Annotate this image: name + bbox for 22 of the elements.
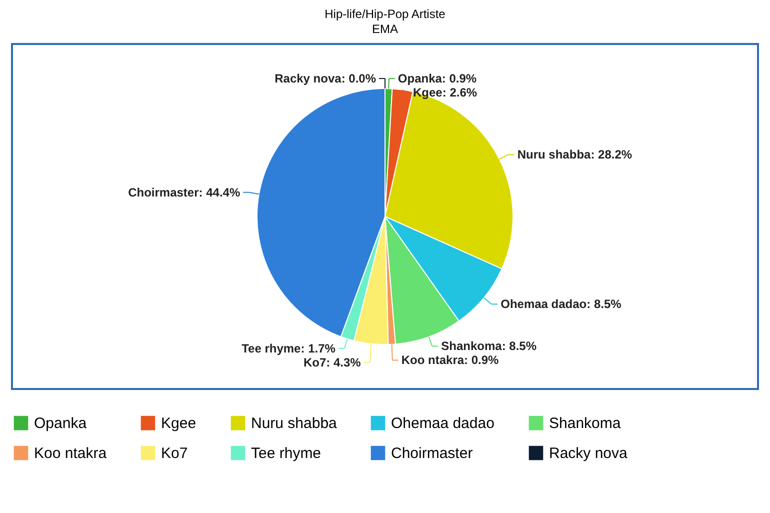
legend-label: Racky nova [549,445,628,462]
legend-label: Nuru shabba [251,415,338,432]
data-label: Ohemaa dadao: 8.5% [500,297,622,312]
legend-label: Choirmaster [391,445,473,462]
legend-label: Ko7 [161,445,188,462]
data-label: Nuru shabba: 28.2% [517,148,632,162]
data-label: Kgee: 2.6% [413,86,478,100]
legend-label: Koo ntakra [34,445,108,462]
data-label: Shankoma: 8.5% [441,339,537,354]
data-label: Tee rhyme: 1.7% [242,341,336,356]
data-label: Ko7: 4.3% [303,355,362,370]
data-label: Opanka: 0.9% [398,72,477,86]
data-label: Koo ntakra: 0.9% [401,353,500,368]
chart-subtitle: EMA [372,22,398,36]
legend-label: Opanka [34,415,88,432]
legend-label: Ohemaa dadao [391,415,494,432]
legend-label: Shankoma [549,415,622,432]
text: Racky nova: 0.0% [274,72,376,86]
chart-title: Hip-life/Hip-Pop Artiste [324,7,446,21]
legend-label: Tee rhyme [251,445,322,462]
legend-label: Kgee [161,415,196,432]
data-label: Choirmaster: 44.4% [128,185,240,200]
